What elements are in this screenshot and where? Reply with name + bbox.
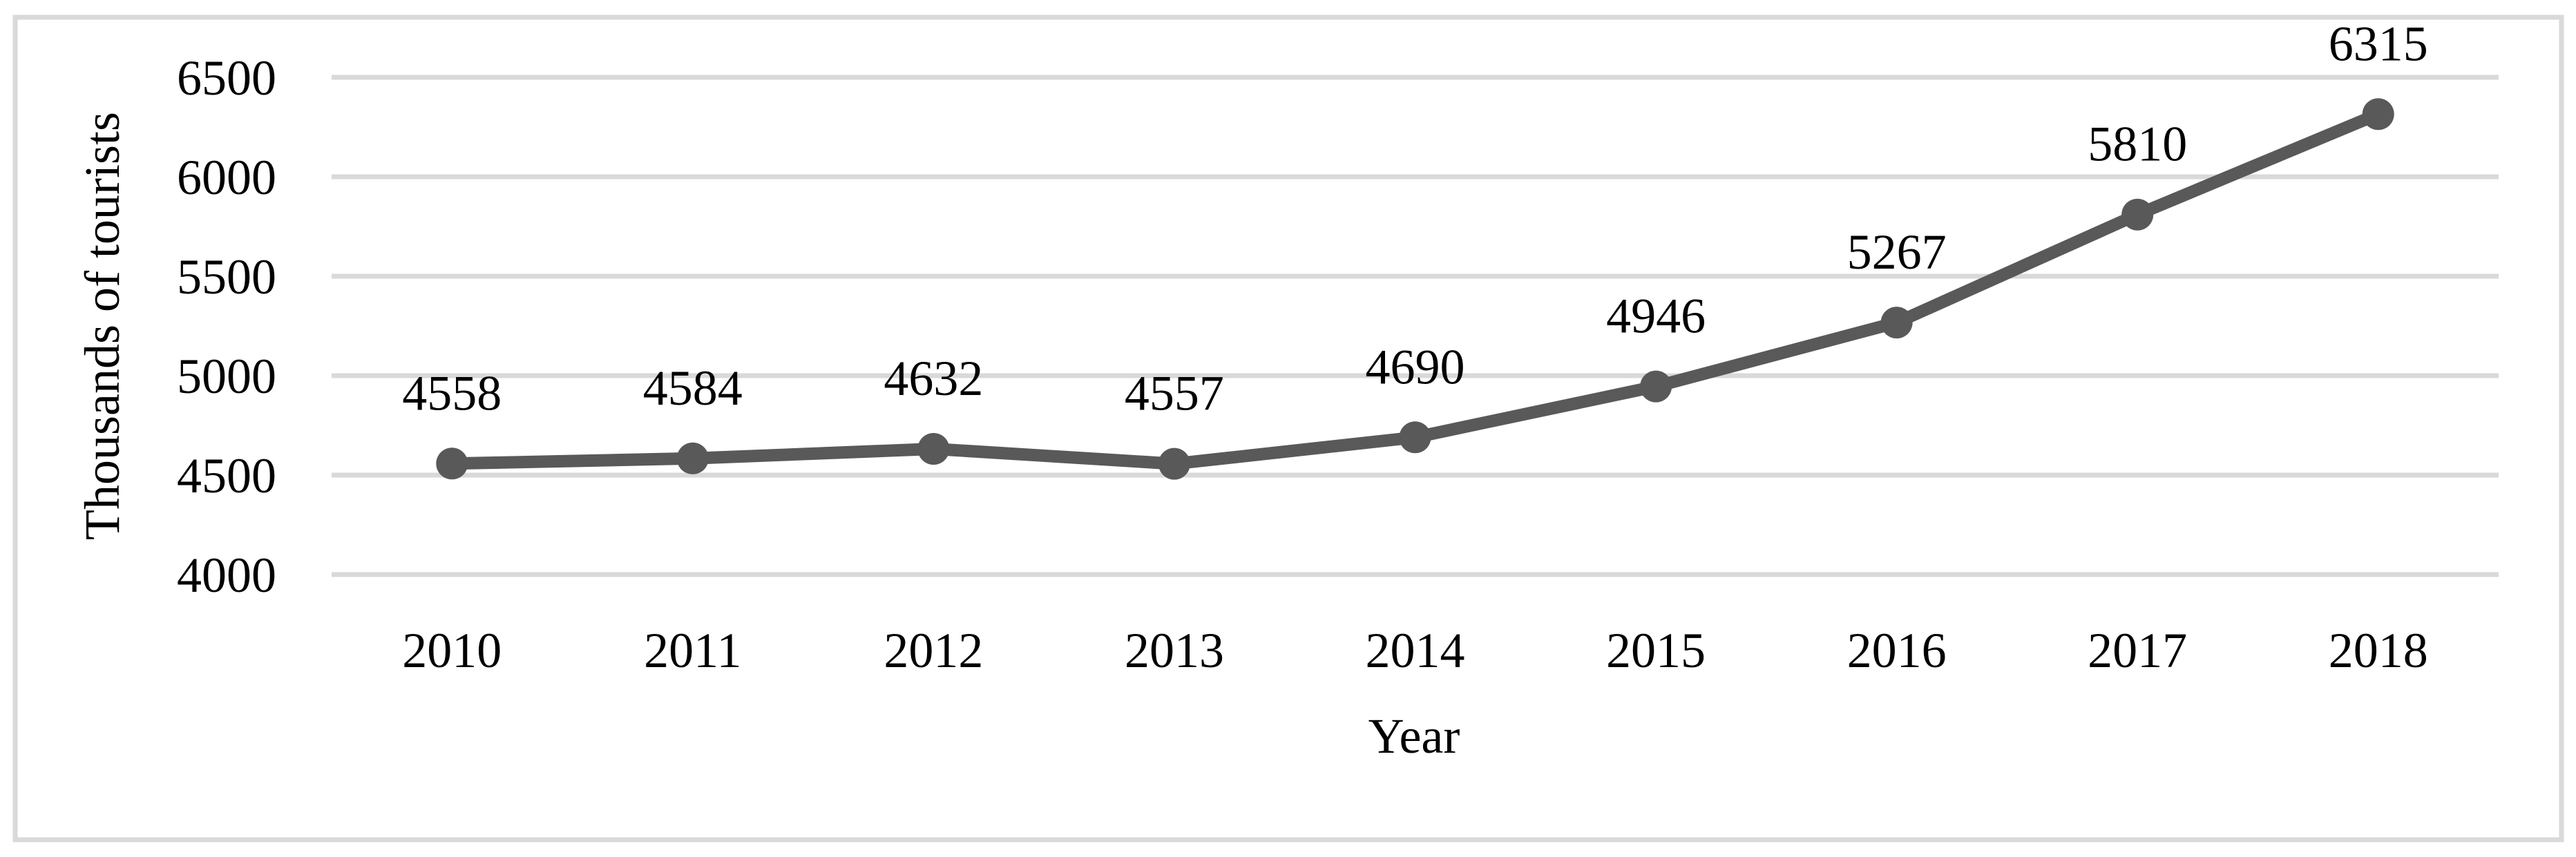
x-tick-label: 2015	[1606, 623, 1706, 678]
data-point-marker	[1880, 307, 1913, 339]
data-point-marker	[1399, 421, 1431, 454]
data-point-marker	[2362, 98, 2394, 131]
x-tick-label: 2016	[1847, 623, 1947, 678]
chart-frame-border	[12, 15, 2564, 842]
x-tick-label: 2014	[1366, 623, 1465, 678]
data-point-marker	[436, 447, 468, 480]
data-label: 4558	[402, 365, 502, 421]
y-tick-label: 5000	[177, 349, 276, 404]
data-labels-group: 4558 4584 4632 4557 4690 4946 5267 5810 6315	[402, 16, 2427, 421]
data-point-marker	[917, 433, 950, 465]
y-tick-label: 5500	[177, 249, 276, 305]
gridlines-group	[332, 75, 2499, 577]
y-tick-label: 4000	[177, 548, 276, 603]
data-point-marker	[1158, 447, 1190, 480]
data-label: 4557	[1125, 366, 1224, 421]
data-label: 5267	[1847, 224, 1947, 280]
y-axis-title: Thousands of tourists	[75, 112, 130, 540]
x-tick-label: 2012	[884, 623, 983, 678]
data-point-marker	[676, 442, 709, 474]
data-label: 4632	[884, 351, 983, 406]
y-tick-label: 6000	[177, 150, 276, 205]
data-series-group	[436, 98, 2394, 480]
y-axis-tick-labels: 4000 4500 5000 5500 6000 6500	[177, 50, 276, 603]
x-tick-label: 2010	[402, 623, 502, 678]
x-tick-label: 2018	[2329, 623, 2428, 678]
data-point-marker	[2121, 198, 2154, 231]
x-tick-label: 2011	[644, 623, 741, 678]
y-tick-label: 4500	[177, 448, 276, 503]
data-label: 4690	[1366, 339, 1465, 394]
data-label: 4584	[643, 360, 743, 416]
data-label: 5810	[2088, 117, 2187, 172]
y-tick-label: 6500	[177, 50, 276, 106]
x-axis-tick-labels: 2010 2011 2012 2013 2014 2015 2016 2017 2018	[402, 623, 2427, 678]
x-tick-label: 2017	[2088, 623, 2187, 678]
data-point-marker	[1640, 370, 1672, 403]
x-axis-title: Year	[1368, 709, 1460, 764]
data-label: 4946	[1606, 289, 1706, 344]
data-label: 6315	[2329, 16, 2428, 71]
x-tick-label: 2013	[1125, 623, 1224, 678]
